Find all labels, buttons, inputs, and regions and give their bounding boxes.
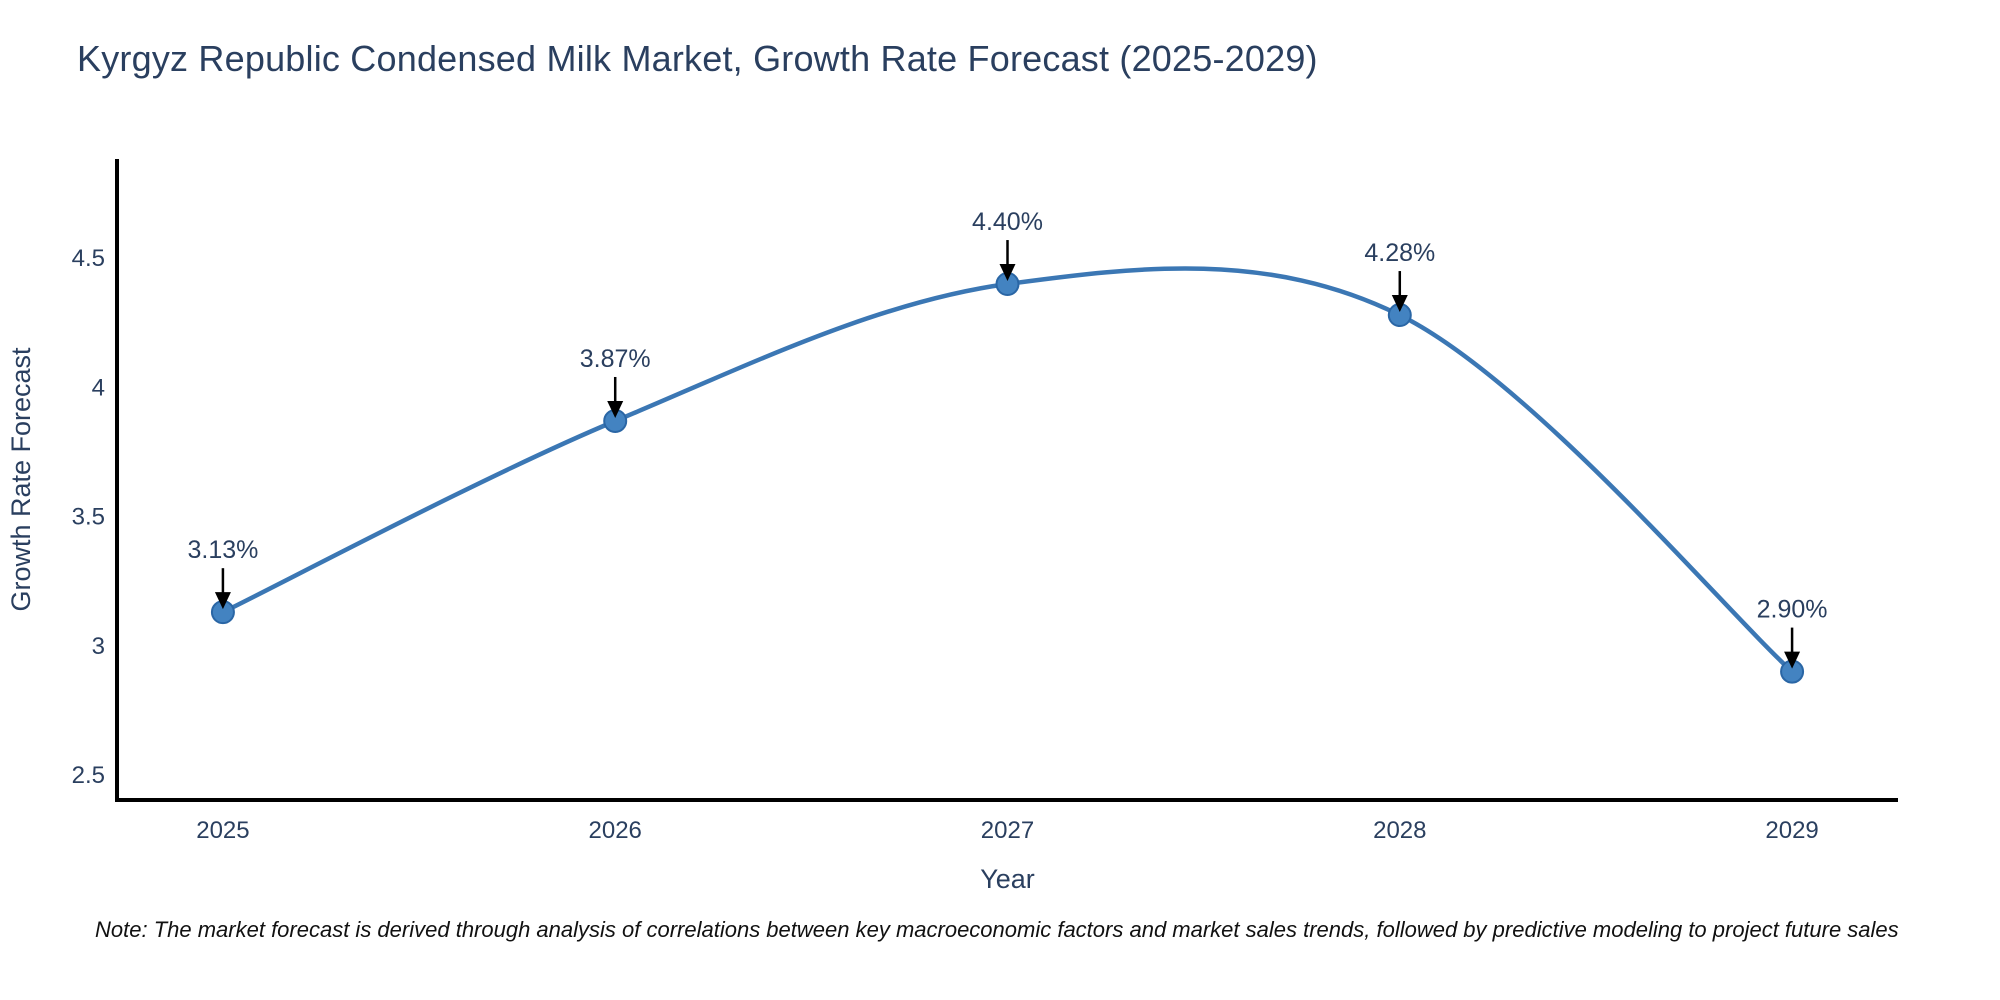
y-tick-label: 2.5: [72, 762, 105, 789]
annotation-arrow-head: [999, 264, 1016, 282]
annotation-arrow-head: [1391, 295, 1408, 313]
x-tick-label: 2027: [981, 817, 1034, 844]
data-point-label: 3.13%: [187, 536, 258, 564]
x-tick-label: 2025: [196, 817, 249, 844]
x-axis-title: Year: [980, 864, 1035, 894]
footnote-text: Note: The market forecast is derived thr…: [95, 917, 1899, 942]
y-tick-label: 4: [92, 374, 105, 401]
data-point-label: 2.90%: [1757, 596, 1828, 624]
y-tick-label: 4.5: [72, 245, 105, 272]
forecast-line: [220, 266, 1795, 674]
y-tick-label: 3.5: [72, 504, 105, 531]
data-point-label: 4.40%: [972, 208, 1043, 236]
x-tick-label: 2026: [589, 817, 642, 844]
data-point-label: 4.28%: [1364, 239, 1435, 267]
annotation-arrow-head: [1784, 651, 1801, 669]
y-axis-title: Growth Rate Forecast: [6, 347, 36, 612]
annotation-arrow-head: [607, 400, 624, 418]
y-tick-label: 3: [92, 633, 105, 660]
data-point-label: 3.87%: [580, 345, 651, 373]
x-tick-label: 2028: [1373, 817, 1426, 844]
x-tick-label: 2029: [1765, 817, 1818, 844]
chart-title: Kyrgyz Republic Condensed Milk Market, G…: [77, 38, 1318, 79]
annotation-arrow-head: [214, 592, 231, 610]
